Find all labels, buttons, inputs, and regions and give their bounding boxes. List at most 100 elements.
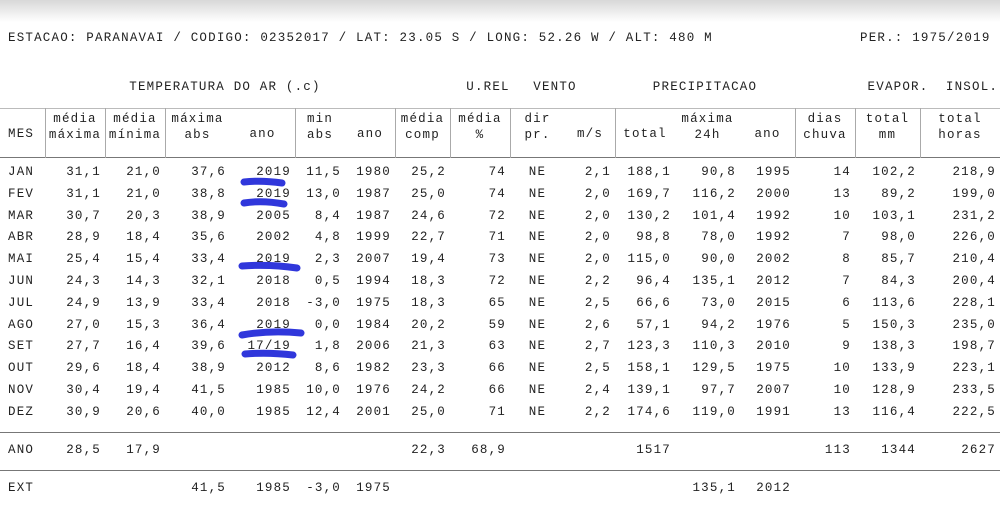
cell: 33,4 (191, 295, 226, 310)
cell: 2,0 (584, 186, 611, 201)
cell: 2002 (756, 252, 791, 267)
column-rule (295, 108, 296, 158)
cell: 97,7 (701, 383, 736, 397)
cell: 2002 (256, 230, 291, 245)
cell: 10 (833, 361, 851, 376)
cell: 128,9 (872, 383, 916, 397)
cell: 5 (842, 317, 851, 332)
column-header: máxima (171, 112, 224, 126)
cell: 21,3 (411, 339, 446, 354)
cell: 228,1 (952, 295, 996, 310)
cell: 71 (488, 404, 506, 419)
cell: 59 (488, 317, 506, 332)
cell: 90,8 (701, 165, 736, 179)
column-header: dir (524, 112, 551, 126)
group-header: VENTO (533, 80, 577, 94)
cell: 24,3 (66, 274, 101, 288)
column-header: média (113, 112, 157, 126)
cell: AGO (8, 317, 35, 332)
cell: 24,2 (411, 383, 446, 397)
cell: ABR (8, 230, 35, 245)
cell: 2019 (256, 252, 291, 267)
cell: 13 (833, 186, 851, 201)
cell: 18,4 (126, 361, 161, 376)
cell: 23,3 (411, 361, 446, 376)
group-header: PRECIPITACAO (652, 80, 758, 94)
cell: 2007 (756, 383, 791, 397)
cell: 20,3 (126, 208, 161, 223)
cell: 89,2 (881, 186, 916, 201)
column-header: abs (184, 128, 211, 142)
cell: DEZ (8, 404, 35, 419)
cell: 74 (488, 165, 506, 179)
cell: 1987 (356, 208, 391, 223)
cell: NOV (8, 383, 35, 397)
cell: 1976 (756, 317, 791, 332)
cell: 20,6 (126, 404, 161, 419)
cell: 10,0 (306, 383, 341, 397)
cell: NE (528, 186, 547, 201)
cell: 71 (488, 230, 506, 245)
cell: 7 (842, 274, 851, 288)
cell: 12,4 (306, 404, 341, 419)
cell: 2019 (256, 186, 291, 201)
cell: 15,3 (126, 317, 161, 332)
cell: 65 (488, 295, 506, 310)
cell: 2,0 (584, 208, 611, 223)
extreme-cell: 2012 (756, 481, 791, 495)
cell: 10 (833, 208, 851, 223)
cell: 21,0 (126, 186, 161, 201)
cell: 1980 (356, 165, 391, 179)
cell: 2,5 (584, 295, 611, 310)
cell: 0,0 (314, 317, 341, 332)
cell: 20,2 (411, 317, 446, 332)
group-header: U.REL (466, 80, 510, 94)
cell: 231,2 (952, 208, 996, 223)
annual-cell: ANO (8, 443, 35, 457)
column-header: dias (807, 112, 843, 126)
cell: 27,7 (66, 339, 101, 354)
cell: 98,8 (636, 230, 671, 245)
cell: 29,6 (66, 361, 101, 376)
cell: 8 (842, 252, 851, 267)
cell: 30,7 (66, 208, 101, 223)
cell: NE (528, 361, 547, 376)
cell: 35,6 (191, 230, 226, 245)
cell: 110,3 (692, 339, 736, 354)
cell: 84,3 (881, 274, 916, 288)
cell: 103,1 (872, 208, 916, 223)
cell: 25,4 (66, 252, 101, 267)
cell: 2018 (256, 295, 291, 310)
cell: 119,0 (692, 404, 736, 419)
cell: 135,1 (692, 274, 736, 288)
column-rule (795, 108, 796, 158)
column-header: pr. (524, 128, 551, 142)
cell: 96,4 (636, 274, 671, 288)
cell: NE (528, 317, 547, 332)
cell: 27,0 (66, 317, 101, 332)
cell: 7 (842, 230, 851, 245)
cell: 22,7 (411, 230, 446, 245)
cell: 2,1 (584, 165, 611, 179)
cell: 2015 (756, 295, 791, 310)
cell: 1,8 (314, 339, 341, 354)
cell: 116,4 (872, 404, 916, 419)
column-rule (45, 108, 46, 158)
group-header: EVAPOR. (867, 80, 929, 94)
cell: 14,3 (126, 274, 161, 288)
cell: 1991 (756, 404, 791, 419)
cell: 113,6 (872, 295, 916, 310)
cell: 130,2 (627, 208, 671, 223)
column-rule (105, 108, 106, 158)
cell: 19,4 (411, 252, 446, 267)
cell: 2,2 (584, 404, 611, 419)
column-header: média (400, 112, 445, 126)
cell: 17/19 (247, 339, 291, 354)
cell: 25,0 (411, 186, 446, 201)
cell: 2,5 (584, 361, 611, 376)
cell: 24,6 (411, 208, 446, 223)
cell: 40,0 (191, 404, 226, 419)
cell: NE (528, 252, 547, 267)
column-header: min (306, 112, 334, 126)
